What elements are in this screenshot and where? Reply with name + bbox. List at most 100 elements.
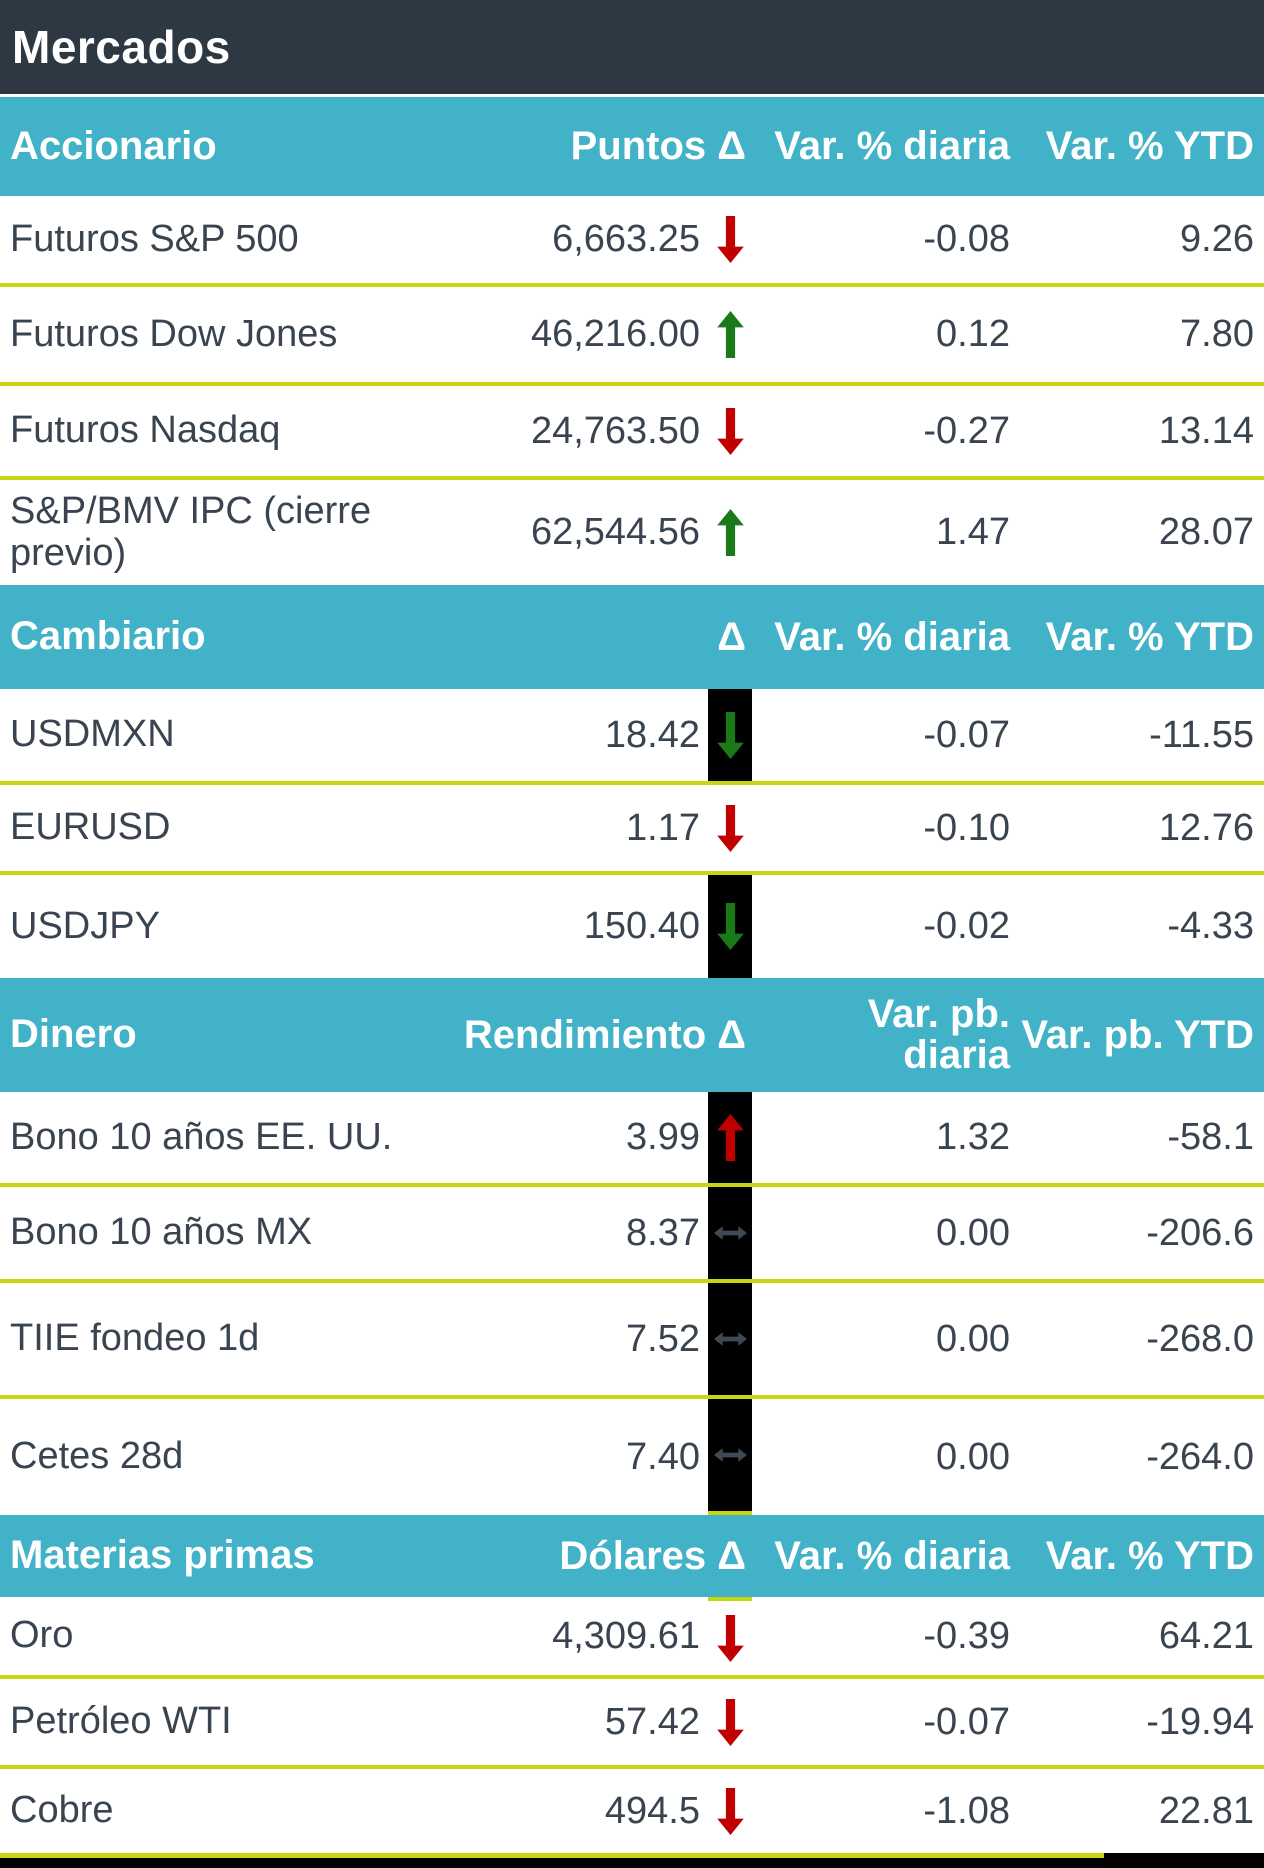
column-header-ytd: Var. pb. YTD [1021,1012,1254,1057]
daily-change: -0.07 [923,1700,1010,1743]
section-title: Materias primas [10,1533,315,1578]
table-row: TIIE fondeo 1d 7.52 0.00 -268.0 [0,1283,1264,1399]
instrument-value: 6,663.25 [552,218,700,260]
instrument-value: 7.40 [626,1435,700,1478]
instrument-name: Bono 10 años MX [10,1211,313,1254]
delta-cell [708,875,752,978]
ytd-change: 28.07 [1158,511,1254,553]
delta-cell [708,1597,752,1675]
delta-cell [708,1769,752,1853]
ytd-change: 64.21 [1158,1614,1254,1657]
instrument-value: 24,763.50 [530,409,700,452]
delta-cell [708,1187,752,1279]
table-row: Futuros S&P 500 6,663.25 -0.08 9.26 [0,196,1264,287]
delta-cell [708,785,752,871]
daily-change: 1.47 [936,511,1010,553]
instrument-name: Oro [10,1614,74,1657]
ytd-change: -206.6 [1146,1211,1254,1254]
arrow-down-icon [716,804,744,852]
arrow-up-icon [716,509,744,556]
delta-cell [708,1092,752,1183]
daily-change: 1.32 [936,1116,1010,1158]
column-header-value: Dólares Δ [559,1533,746,1578]
delta-cell [708,689,752,781]
column-header-ytd: Var. % YTD [1045,1533,1254,1578]
section-header-dinero: Dinero Rendimiento Δ Var. pb. diaria Var… [0,978,1264,1092]
table-row: Cetes 28d 7.40 0.00 -264.0 [0,1399,1264,1515]
column-header-daily: Var. % diaria [774,614,1010,659]
table-row: USDMXN 18.42 -0.07 -11.55 [0,689,1264,785]
ytd-change: -11.55 [1149,713,1254,756]
delta-cell [708,480,752,585]
delta-cell [708,1283,752,1395]
instrument-value: 150.40 [583,905,700,947]
daily-change: 0.12 [936,313,1010,355]
instrument-name: Futuros Dow Jones [10,312,338,355]
table-row: Cobre 494.5 -1.08 22.81 [0,1769,1264,1853]
daily-change: -0.02 [923,905,1010,947]
ytd-change: 7.80 [1180,313,1254,355]
arrow-flat-icon [713,1448,747,1462]
table-row: Futuros Nasdaq 24,763.50 -0.27 13.14 [0,386,1264,480]
table-row: Petróleo WTI 57.42 -0.07 -19.94 [0,1679,1264,1769]
arrow-down-icon [716,711,744,759]
ytd-change: 12.76 [1158,806,1254,849]
section-header-cambiario: Cambiario Δ Var. % diaria Var. % YTD [0,585,1264,689]
instrument-name: USDMXN [10,713,175,756]
column-header-daily: Var. pb. diaria [867,991,1010,1077]
delta-cell [708,1679,752,1765]
instrument-value: 8.37 [626,1211,700,1254]
ytd-change: -58.1 [1167,1116,1254,1158]
arrow-down-icon [716,407,744,455]
instrument-name: Cobre [10,1789,114,1832]
daily-change: 0.00 [936,1211,1010,1254]
instrument-name: USDJPY [10,904,160,947]
daily-change: -0.10 [923,806,1010,849]
section-title: Accionario [10,123,217,168]
instrument-value: 1.17 [626,806,700,849]
arrow-down-icon [716,1698,744,1746]
instrument-value: 4,309.61 [552,1614,700,1657]
table-row: EURUSD 1.17 -0.10 12.76 [0,785,1264,875]
daily-change: -0.07 [923,713,1010,756]
arrow-down-icon [716,1787,744,1835]
title-bar: Mercados [0,0,1264,94]
arrow-down-icon [716,216,744,263]
delta-cell [708,196,752,283]
column-header-value: Δ [717,614,746,659]
ytd-change: 22.81 [1158,1789,1254,1832]
ytd-change: 9.26 [1180,218,1254,260]
column-header-ytd: Var. % YTD [1045,614,1254,659]
ytd-change: -264.0 [1146,1435,1254,1478]
arrow-up-icon [716,1114,744,1161]
arrow-down-icon [716,903,744,950]
instrument-name: TIIE fondeo 1d [10,1317,260,1360]
instrument-name: S&P/BMV IPC (cierre previo) [10,490,372,574]
delta-cell [708,287,752,382]
column-header-daily: Var. % diaria [774,1533,1010,1578]
arrow-down-icon [716,1614,744,1662]
instrument-value: 3.99 [626,1116,700,1158]
ytd-change: -4.33 [1167,905,1254,947]
column-header-ytd: Var. % YTD [1045,124,1254,168]
instrument-name: Futuros Nasdaq [10,409,281,452]
instrument-name: Futuros S&P 500 [10,217,299,260]
arrow-flat-icon [713,1226,747,1240]
arrow-up-icon [716,311,744,358]
instrument-value: 46,216.00 [530,313,700,355]
instrument-name: EURUSD [10,806,171,849]
instrument-name: Cetes 28d [10,1435,184,1478]
daily-change: -0.08 [923,218,1010,260]
daily-change: -0.39 [923,1614,1010,1657]
section-header-accionario: Accionario Puntos Δ Var. % diaria Var. %… [0,97,1264,196]
instrument-value: 7.52 [626,1317,700,1360]
daily-change: -0.27 [923,409,1010,452]
divider [0,94,1264,97]
instrument-value: 62,544.56 [530,511,700,553]
instrument-value: 18.42 [604,713,700,756]
ytd-change: 13.14 [1158,409,1254,452]
report-title: Mercados [12,21,231,73]
ytd-change: -268.0 [1146,1317,1254,1360]
bottom-edge [0,1853,1264,1868]
